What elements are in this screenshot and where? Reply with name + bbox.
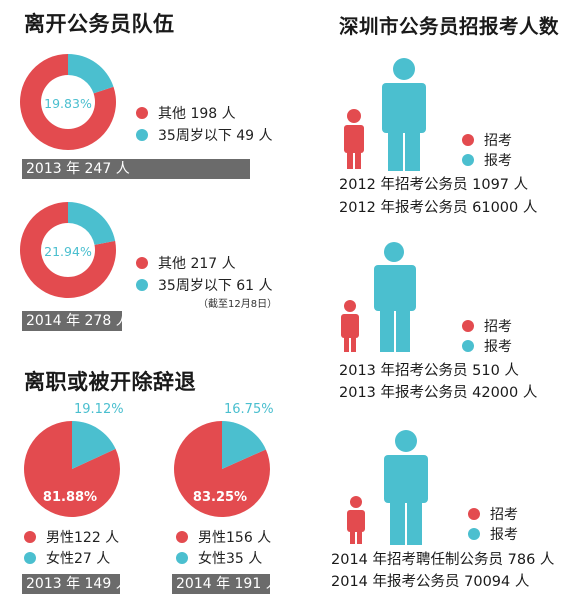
pie-2014-outside-label: 16.75% bbox=[224, 402, 274, 417]
donut-2013-center-label: 19.83% bbox=[44, 96, 92, 111]
legend-item-recruit: 招考 bbox=[462, 316, 512, 336]
small-person-icon bbox=[344, 109, 364, 169]
legend-item-recruit: 招考 bbox=[468, 504, 518, 524]
teal-dot-icon bbox=[462, 340, 474, 352]
large-person-icon bbox=[374, 242, 416, 352]
pie-2013-outside-label: 19.12% bbox=[74, 402, 124, 417]
legend-label: 女性35 人 bbox=[198, 551, 263, 567]
legend-2013: 招考 报考 bbox=[462, 316, 512, 356]
legend-label: 招考 bbox=[484, 319, 512, 335]
donut-2014-legend: 其他 217 人 35周岁以下 61 人 bbox=[136, 253, 273, 295]
legend-label: 报考 bbox=[484, 339, 512, 355]
teal-dot-icon bbox=[136, 279, 148, 291]
legend-label: 招考 bbox=[484, 133, 512, 149]
pie-2014-inside-label: 83.25% bbox=[193, 490, 247, 505]
legend-item-apply: 报考 bbox=[468, 524, 518, 544]
right-title: 深圳市公务员招报考人数 bbox=[339, 15, 560, 38]
pie-2013-inside-label: 81.88% bbox=[43, 490, 97, 505]
legend-label: 35周岁以下 61 人 bbox=[158, 278, 273, 294]
legend-2012: 招考 报考 bbox=[462, 130, 512, 170]
legend-item-apply: 报考 bbox=[462, 336, 512, 356]
year-bar-2014: 2014 年 278 人 bbox=[22, 311, 130, 331]
pie-chart-2013: 81.88% bbox=[24, 421, 121, 517]
red-dot-icon bbox=[24, 531, 36, 543]
donut-2014-center-label: 21.94% bbox=[44, 244, 92, 259]
legend-label: 男性122 人 bbox=[46, 530, 120, 546]
legend-label: 其他 198 人 bbox=[158, 106, 236, 122]
donut-2014-segment-other bbox=[20, 202, 117, 298]
legend-item-female: 女性35 人 bbox=[176, 549, 271, 567]
teal-dot-icon bbox=[176, 552, 188, 564]
year-bar-2013: 2013 年 247 人 bbox=[22, 159, 250, 179]
red-dot-icon bbox=[462, 134, 474, 146]
donut-2013-segment-other bbox=[20, 54, 117, 150]
donut-chart-2013: 19.83% bbox=[20, 54, 117, 150]
teal-dot-icon bbox=[462, 154, 474, 166]
donut-2013-legend: 其他 198 人 35周岁以下 49 人 bbox=[136, 103, 273, 145]
legend-label: 报考 bbox=[490, 527, 518, 543]
legend-2014: 招考 报考 bbox=[468, 504, 518, 544]
small-person-icon bbox=[341, 300, 359, 352]
date-note: （截至12月8日） bbox=[198, 299, 278, 310]
year-bar-2014-dismissed: 2014 年 191 人 bbox=[172, 574, 280, 594]
person-pictogram-2012 bbox=[344, 58, 426, 171]
person-pictogram-2014 bbox=[347, 430, 428, 545]
legend-item-female: 女性27 人 bbox=[24, 549, 119, 567]
pie-2013-segment-female bbox=[72, 421, 116, 469]
stat-2012-recruit: 2012 年招考公务员 1097 人 bbox=[339, 177, 529, 193]
legend-label: 其他 217 人 bbox=[158, 256, 236, 272]
legend-label: 男性156 人 bbox=[198, 530, 272, 546]
red-dot-icon bbox=[462, 320, 474, 332]
legend-item-other: 其他 217 人 bbox=[136, 253, 273, 273]
pie-chart-2014: 83.25% bbox=[174, 421, 271, 517]
stat-2014-apply: 2014 年报考公务员 70094 人 bbox=[331, 574, 530, 590]
red-dot-icon bbox=[176, 531, 188, 543]
legend-item-under35: 35周岁以下 61 人 bbox=[136, 275, 273, 295]
red-dot-icon bbox=[136, 107, 148, 119]
teal-dot-icon bbox=[136, 129, 148, 141]
year-bar-2013-dismissed: 2013 年 149 人 bbox=[22, 574, 130, 594]
stat-2013-recruit: 2013 年招考公务员 510 人 bbox=[339, 363, 519, 379]
left-bottom-title: 离职或被开除辞退 bbox=[24, 370, 196, 394]
legend-item-other: 其他 198 人 bbox=[136, 103, 273, 123]
donut-chart-2014: 21.94% bbox=[20, 202, 117, 298]
legend-item-under35: 35周岁以下 49 人 bbox=[136, 125, 273, 145]
red-dot-icon bbox=[468, 508, 480, 520]
large-person-icon bbox=[382, 58, 426, 171]
donut-2014-segment-under35 bbox=[68, 202, 116, 245]
teal-dot-icon bbox=[468, 528, 480, 540]
legend-item-male: 男性122 人 bbox=[24, 528, 119, 546]
pie-2013-legend: 男性122 人 女性27 人 bbox=[24, 528, 119, 567]
stat-2014-recruit: 2014 年招考聘任制公务员 786 人 bbox=[331, 552, 555, 568]
large-person-icon bbox=[384, 430, 428, 545]
legend-item-apply: 报考 bbox=[462, 150, 512, 170]
legend-label: 女性27 人 bbox=[46, 551, 111, 567]
legend-item-recruit: 招考 bbox=[462, 130, 512, 150]
person-pictogram-2013 bbox=[341, 242, 416, 352]
legend-label: 报考 bbox=[484, 153, 512, 169]
stat-2013-apply: 2013 年报考公务员 42000 人 bbox=[339, 385, 538, 401]
teal-dot-icon bbox=[24, 552, 36, 564]
legend-label: 35周岁以下 49 人 bbox=[158, 128, 273, 144]
legend-label: 招考 bbox=[490, 507, 518, 523]
pie-2014-segment-female bbox=[222, 421, 266, 469]
pie-2014-legend: 男性156 人 女性35 人 bbox=[176, 528, 271, 567]
pie-2014-segment-male bbox=[174, 421, 271, 517]
donut-2013-segment-under35 bbox=[68, 54, 114, 94]
legend-item-male: 男性156 人 bbox=[176, 528, 271, 546]
red-dot-icon bbox=[136, 257, 148, 269]
left-top-title: 离开公务员队伍 bbox=[24, 12, 175, 36]
stat-2012-apply: 2012 年报考公务员 61000 人 bbox=[339, 200, 538, 216]
pie-2013-segment-male bbox=[24, 421, 121, 517]
small-person-icon bbox=[347, 496, 365, 544]
